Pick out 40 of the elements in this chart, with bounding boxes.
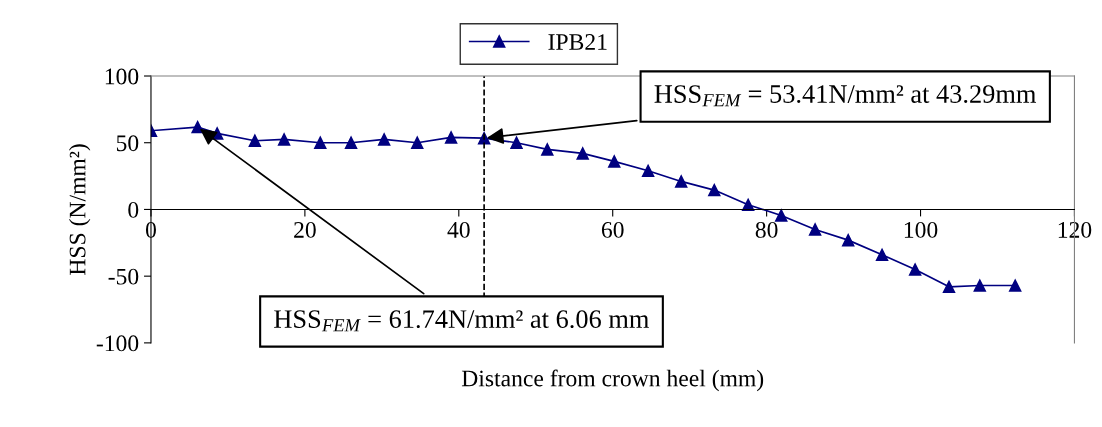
point xyxy=(576,147,589,160)
point xyxy=(410,136,424,149)
annotation: HSS$_{FEM}$ = 61.74N/mm² at 6.06 mm xyxy=(274,310,649,332)
point xyxy=(841,233,855,247)
point xyxy=(674,175,688,188)
point xyxy=(377,133,391,146)
point xyxy=(942,280,956,294)
x-tick-label: 120 xyxy=(1058,221,1092,238)
x-tick-label: 80 xyxy=(755,221,778,238)
point xyxy=(344,136,358,149)
point xyxy=(741,198,755,212)
y-tick-label: 50 xyxy=(116,135,139,152)
point xyxy=(191,120,204,134)
point xyxy=(444,131,458,144)
annotation: HSS$_{FEM}$ = 53.41N/mm² at 43.29mm xyxy=(654,85,1037,107)
point xyxy=(248,134,262,147)
y-tick-label: -50 xyxy=(108,268,139,285)
x-tick-label: 100 xyxy=(904,221,938,238)
point xyxy=(641,164,655,177)
point xyxy=(774,209,788,222)
x-axis-title: Distance from crown heel (mm) xyxy=(461,369,764,392)
point xyxy=(314,136,327,149)
y-tick-label: 100 xyxy=(105,68,139,85)
x-tick-label: 20 xyxy=(294,221,316,238)
y-axis-title: HSS (N/mm²) xyxy=(68,144,91,275)
point xyxy=(510,136,523,149)
point xyxy=(908,263,922,276)
point xyxy=(808,223,822,236)
legend-label: IPB21 xyxy=(548,34,607,50)
point xyxy=(708,183,721,197)
x-tick-label: 40 xyxy=(447,221,470,238)
point xyxy=(1008,279,1022,292)
point xyxy=(541,143,554,156)
x-tick-label: 60 xyxy=(601,221,624,238)
point xyxy=(875,248,889,262)
y-tick-label: -100 xyxy=(96,335,139,352)
y-tick-label: 0 xyxy=(128,201,139,218)
point xyxy=(973,279,987,292)
point xyxy=(608,155,621,168)
point xyxy=(277,133,291,146)
